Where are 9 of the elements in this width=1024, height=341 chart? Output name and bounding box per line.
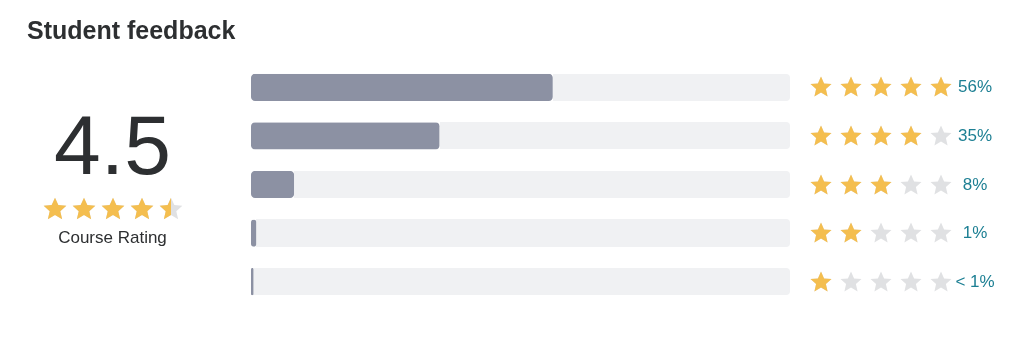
- data-label: 8%: [962, 174, 988, 194]
- text: 4.5: [53, 98, 172, 192]
- bar: [251, 170, 295, 199]
- data-label: 1%: [962, 223, 988, 243]
- data-label: 56%: [957, 77, 993, 97]
- text: Student feedback: [27, 16, 236, 45]
- data-label: 35%: [957, 125, 993, 145]
- data-label: < 1%: [955, 271, 995, 291]
- text: Course Rating: [57, 228, 168, 248]
